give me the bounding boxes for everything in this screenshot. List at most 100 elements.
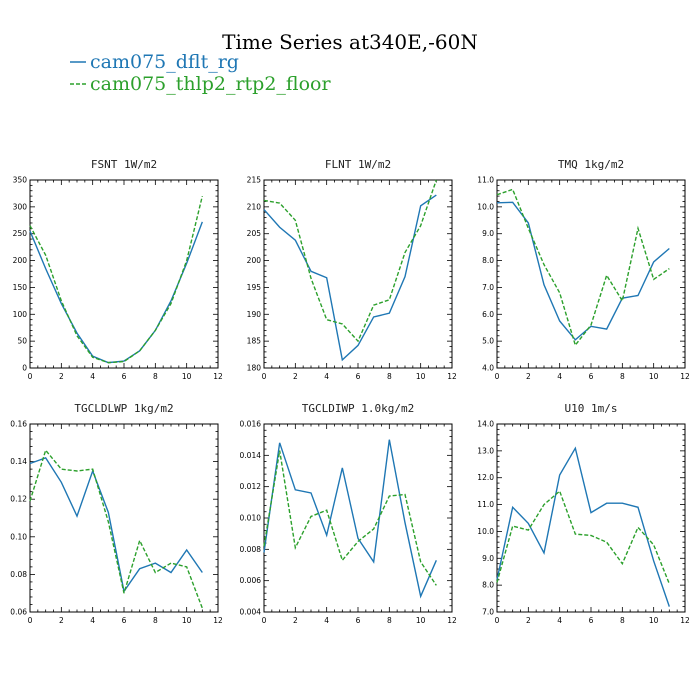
y-tick-label: 0 <box>22 364 27 373</box>
series-line-1 <box>263 439 437 599</box>
x-tick-label: 6 <box>122 616 127 625</box>
x-tick-label: 8 <box>620 372 625 381</box>
y-tick-label: 13.0 <box>477 446 494 455</box>
series-line-2 <box>496 188 670 347</box>
y-tick-label: 0.004 <box>240 608 262 617</box>
x-tick-label: 4 <box>90 372 95 381</box>
panel-title: U10 1m/s <box>565 402 618 415</box>
plot-frame <box>29 179 219 369</box>
plot-frame <box>263 179 453 369</box>
y-tick-label: 350 <box>13 176 28 185</box>
y-tick-label: 185 <box>247 337 262 346</box>
x-tick-label: 12 <box>213 616 223 625</box>
x-tick-label: 2 <box>526 616 531 625</box>
x-tick-label: 10 <box>182 372 192 381</box>
panel-title: FLNT 1W/m2 <box>325 158 391 171</box>
y-tick-label: 7.0 <box>482 608 494 617</box>
x-tick-label: 2 <box>59 616 64 625</box>
panel-1: FSNT 1W/m2 0 2 4 6 8 10 12 0 50 100 150 200 250 300 350 <box>13 158 223 381</box>
panel-title: TGCLDLWP 1kg/m2 <box>74 402 173 415</box>
x-tick-label: 4 <box>557 372 562 381</box>
series-line-1 <box>496 446 670 607</box>
y-tick-label: 205 <box>247 229 262 238</box>
panel-3: TMQ 1kg/m2 0 2 4 6 8 10 12 4.0 5.0 6.0 7.0 8.0 9.0 10.… <box>477 158 690 381</box>
y-tick-label: 4.0 <box>482 364 494 373</box>
y-tick-label: 0.16 <box>10 420 27 429</box>
panel-6: U10 1m/s 0 2 4 6 8 10 12 7.0 8.0 9.0 10.0 11.0 12.0 13… <box>477 402 690 625</box>
y-tick-label: 9.0 <box>482 229 494 238</box>
y-tick-label: 0.008 <box>240 545 262 554</box>
y-tick-label: 10.0 <box>477 527 494 536</box>
panel-5: TGCLDIWP 1.0kg/m2 0 2 4 6 8 10 12 0.004 0.006 0.00… <box>240 402 457 625</box>
y-tick-label: 0.08 <box>10 570 27 579</box>
y-tick-label: 0.014 <box>240 451 262 460</box>
y-tick-label: 150 <box>13 283 28 292</box>
x-tick-label: 6 <box>122 372 127 381</box>
x-tick-label: 0 <box>28 372 33 381</box>
series-line-1 <box>29 221 203 364</box>
y-tick-label: 0.14 <box>10 457 27 466</box>
x-tick-label: 4 <box>557 616 562 625</box>
legend-item-2: cam075_thlp2_rtp2_floor <box>70 73 331 95</box>
x-tick-label: 6 <box>589 616 594 625</box>
legend-label-1: cam075_dflt_rg <box>90 51 239 73</box>
x-tick-label: 4 <box>324 616 329 625</box>
x-tick-label: 0 <box>495 616 500 625</box>
plot-frame <box>496 423 686 613</box>
y-tick-label: 195 <box>247 283 262 292</box>
y-tick-label: 200 <box>13 256 28 265</box>
panel-title: TMQ 1kg/m2 <box>558 158 624 171</box>
x-tick-label: 4 <box>324 372 329 381</box>
series-line-1 <box>29 456 203 594</box>
x-tick-label: 0 <box>262 616 267 625</box>
x-tick-label: 2 <box>59 372 64 381</box>
plot-frame <box>496 179 686 369</box>
x-tick-label: 8 <box>387 372 392 381</box>
panel-title: FSNT 1W/m2 <box>91 158 157 171</box>
y-tick-label: 0.010 <box>240 514 262 523</box>
x-tick-label: 0 <box>262 372 267 381</box>
y-tick-label: 0.12 <box>10 495 27 504</box>
x-tick-label: 6 <box>356 616 361 625</box>
y-tick-label: 50 <box>17 337 27 346</box>
y-tick-label: 0.10 <box>10 532 27 541</box>
y-tick-label: 11.0 <box>477 176 494 185</box>
y-tick-label: 14.0 <box>477 420 494 429</box>
x-tick-label: 4 <box>90 616 95 625</box>
y-tick-label: 6.0 <box>482 310 494 319</box>
y-tick-label: 215 <box>247 176 262 185</box>
x-tick-label: 10 <box>649 616 659 625</box>
x-tick-label: 2 <box>293 372 298 381</box>
series-line-1 <box>496 201 670 341</box>
x-tick-label: 12 <box>447 616 457 625</box>
x-tick-label: 2 <box>293 616 298 625</box>
x-tick-label: 0 <box>495 372 500 381</box>
x-tick-label: 8 <box>153 372 158 381</box>
y-tick-label: 11.0 <box>477 500 494 509</box>
y-tick-label: 5.0 <box>482 337 494 346</box>
series-line-2 <box>263 450 437 586</box>
x-tick-label: 8 <box>387 616 392 625</box>
y-tick-label: 10.0 <box>477 202 494 211</box>
series-line-2 <box>496 489 670 585</box>
y-tick-label: 300 <box>13 202 28 211</box>
y-tick-label: 8.0 <box>482 581 494 590</box>
panel-title: TGCLDIWP 1.0kg/m2 <box>302 402 415 415</box>
x-tick-label: 2 <box>526 372 531 381</box>
y-tick-label: 210 <box>247 202 262 211</box>
series-line-2 <box>29 195 204 364</box>
y-tick-label: 100 <box>13 310 28 319</box>
y-tick-label: 0.012 <box>240 482 262 491</box>
x-tick-label: 10 <box>182 616 192 625</box>
x-tick-label: 12 <box>680 372 690 381</box>
series-line-2 <box>263 179 437 343</box>
x-tick-label: 10 <box>649 372 659 381</box>
legend-item-1: cam075_dflt_rg <box>70 51 239 73</box>
y-tick-label: 0.06 <box>10 608 27 617</box>
y-tick-label: 200 <box>247 256 262 265</box>
y-tick-label: 12.0 <box>477 473 494 482</box>
legend-label-2: cam075_thlp2_rtp2_floor <box>90 73 331 95</box>
y-tick-label: 180 <box>247 364 262 373</box>
y-tick-label: 190 <box>247 310 262 319</box>
